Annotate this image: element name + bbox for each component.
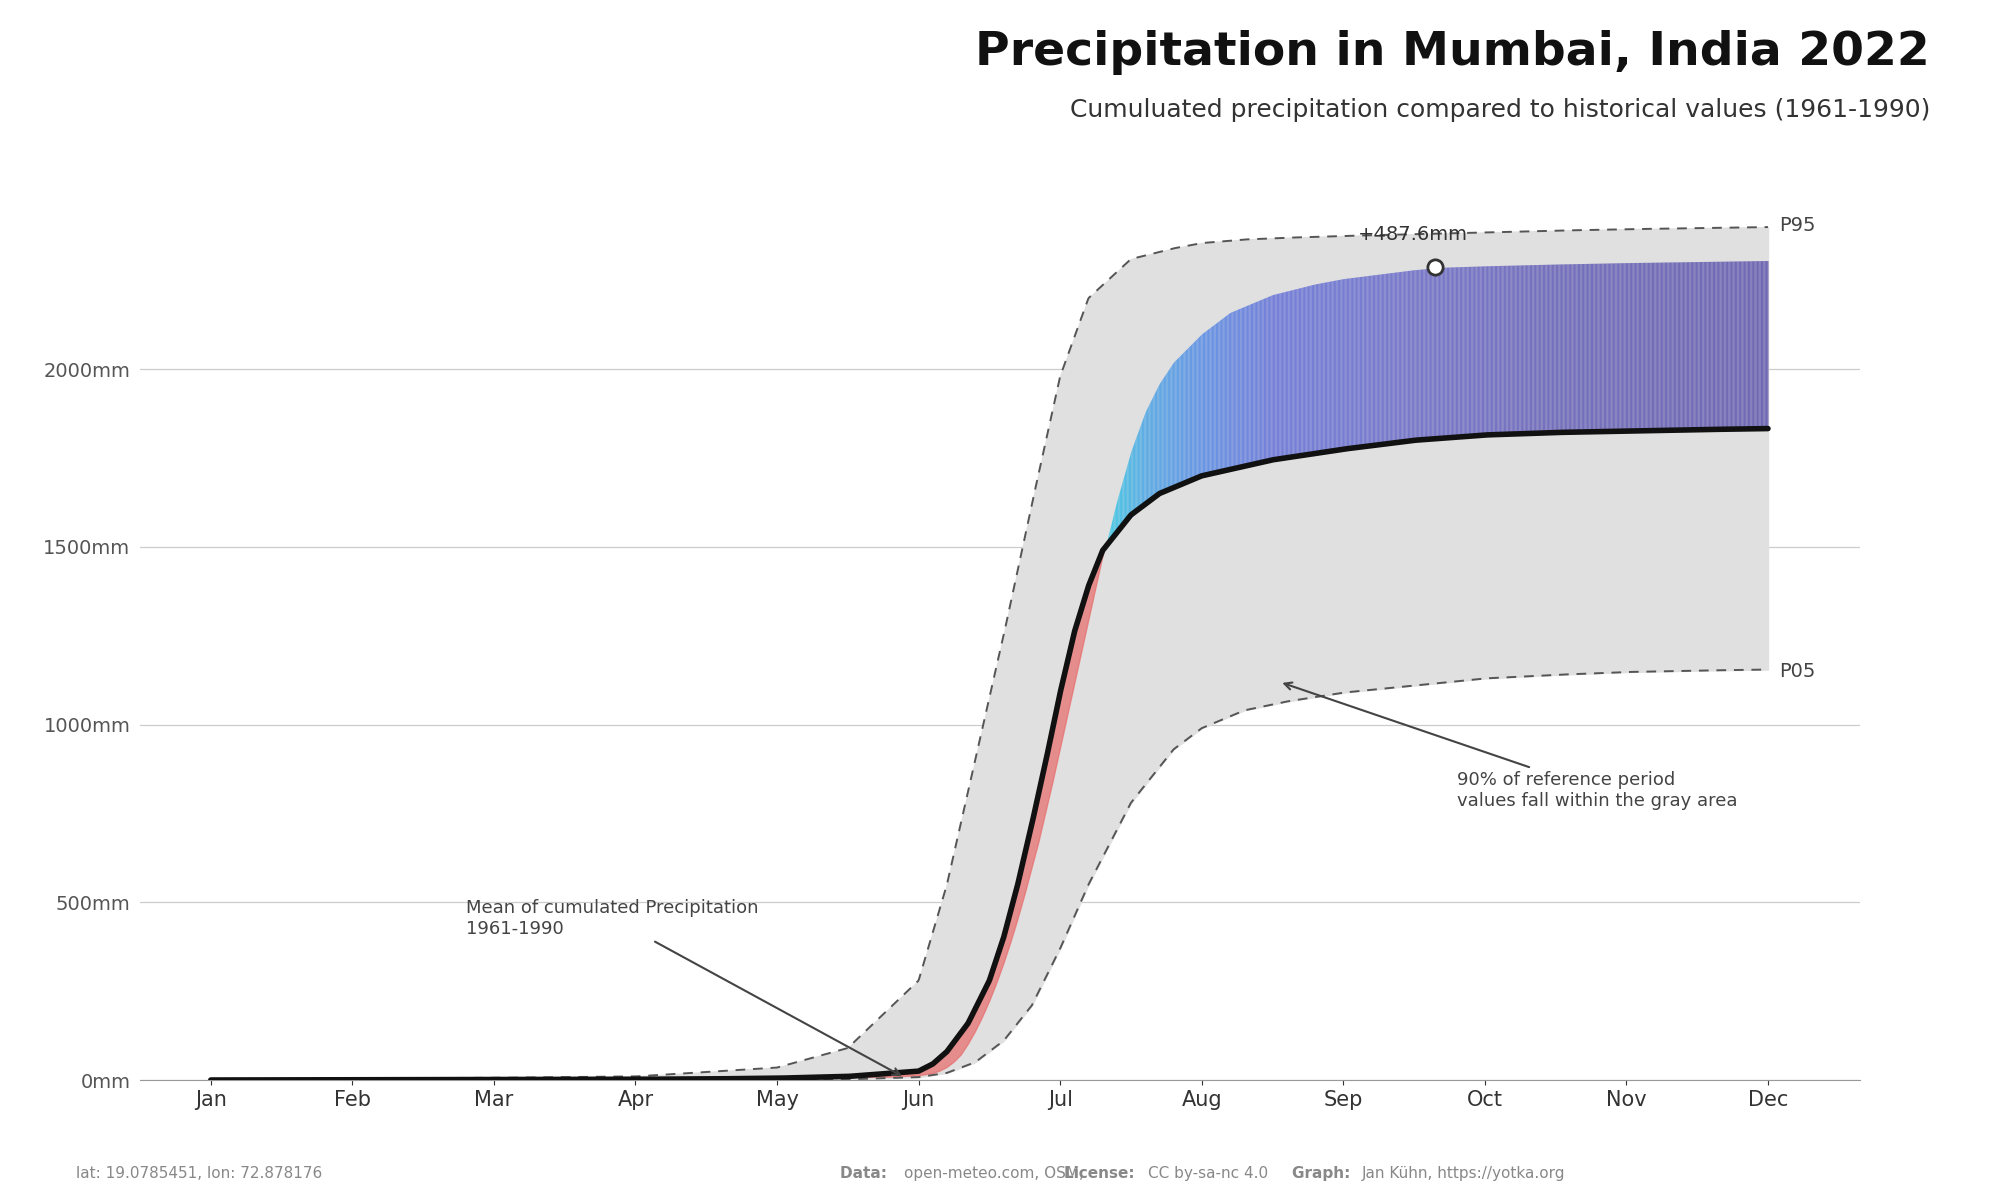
Text: Precipitation in Mumbai, India 2022: Precipitation in Mumbai, India 2022	[976, 30, 1930, 74]
Text: P95: P95	[1780, 216, 1816, 235]
Text: Data:: Data:	[840, 1166, 892, 1181]
Text: 90% of reference period
values fall within the gray area: 90% of reference period values fall with…	[1284, 683, 1738, 810]
Text: Graph:: Graph:	[1292, 1166, 1356, 1181]
Text: +487.6mm: +487.6mm	[1358, 226, 1468, 244]
Text: License:: License:	[1064, 1166, 1140, 1181]
Text: Jan Kühn, https://yotka.org: Jan Kühn, https://yotka.org	[1362, 1166, 1566, 1181]
Text: Mean of cumulated Precipitation
1961-1990: Mean of cumulated Precipitation 1961-199…	[466, 899, 900, 1075]
Text: open-meteo.com, OSM,: open-meteo.com, OSM,	[904, 1166, 1094, 1181]
Text: Cumuluated precipitation compared to historical values (1961-1990): Cumuluated precipitation compared to his…	[1070, 98, 1930, 122]
Text: lat: 19.0785451, lon: 72.878176: lat: 19.0785451, lon: 72.878176	[76, 1166, 322, 1181]
Text: CC by-sa-nc 4.0: CC by-sa-nc 4.0	[1148, 1166, 1278, 1181]
Text: P05: P05	[1780, 662, 1816, 680]
